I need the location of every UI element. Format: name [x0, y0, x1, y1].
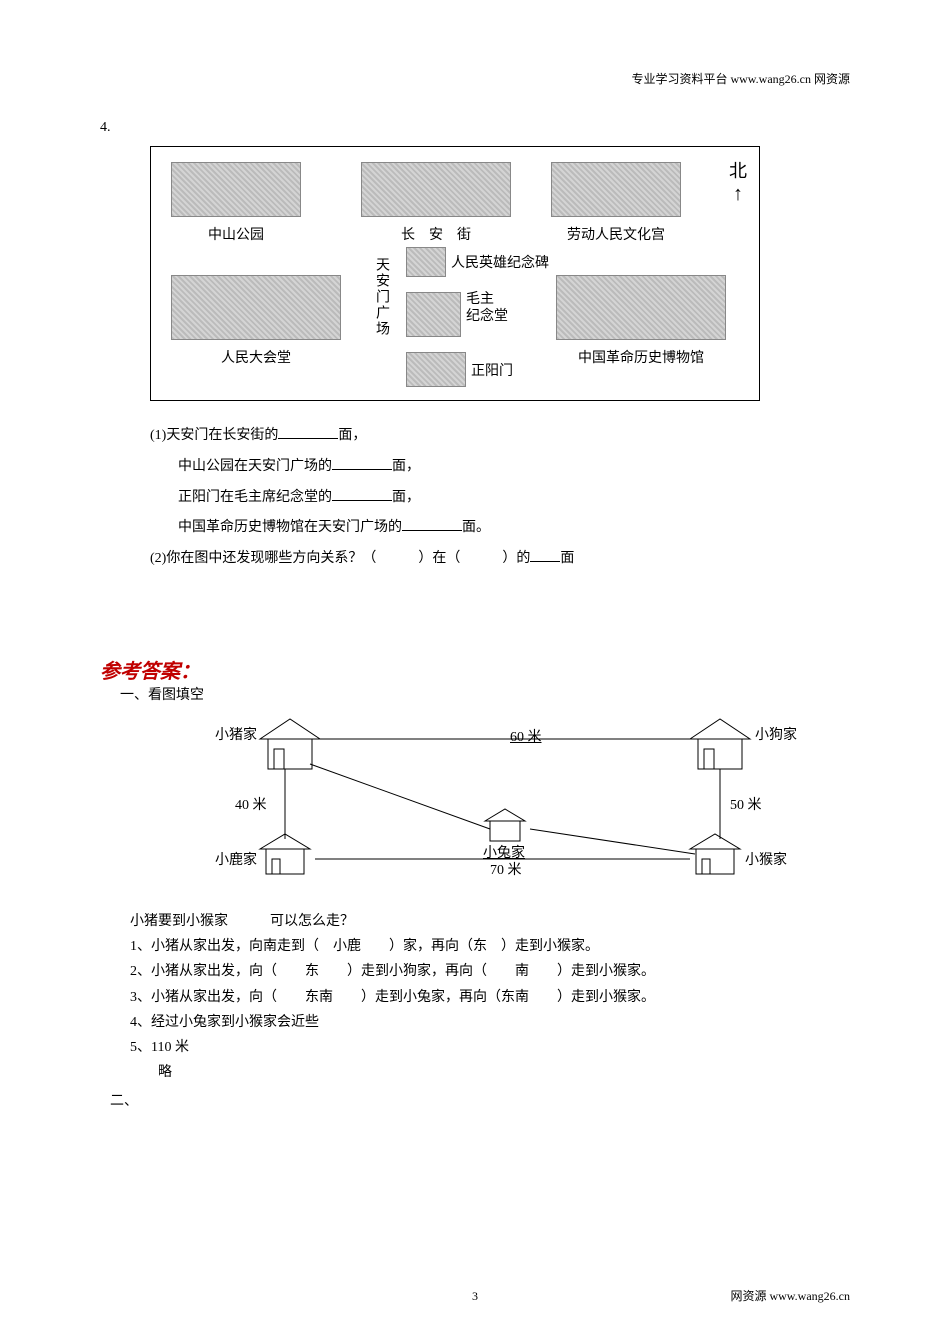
- q1-l4-suffix: 面。: [462, 520, 490, 535]
- footer: 3 网资源 www.wang26.cn: [100, 1289, 850, 1304]
- map-zhongshan: 中山公园: [171, 162, 301, 244]
- blank-field[interactable]: [278, 423, 338, 439]
- footer-source: 网资源 www.wang26.cn: [730, 1287, 850, 1304]
- photo-placeholder: [556, 275, 726, 340]
- map-renmindahui: 人民大会堂: [171, 275, 341, 367]
- label-renmindahui: 人民大会堂: [171, 347, 341, 367]
- label-zhongshan: 中山公园: [171, 224, 301, 244]
- map-tiananmen-vertical: 天安门广场: [371, 257, 391, 337]
- label-dog: 小狗家: [755, 724, 797, 744]
- answer-list: 小猪要到小猴家 可以怎么走？ 1、小猪从家出发，向南走到（ 小鹿 ）家，再向（东…: [130, 909, 850, 1085]
- blank-field[interactable]: [530, 546, 560, 562]
- label-yingxiong: 人民英雄纪念碑: [451, 252, 549, 272]
- answer-l2: 2、小猪从家出发，向（ 东 ）走到小狗家，再向（ 南 ）走到小猴家。: [130, 959, 850, 984]
- photo-placeholder: [171, 275, 341, 340]
- q1-line4: 中国革命历史博物馆在天安门广场的 面。: [150, 513, 850, 544]
- label-geming: 中国革命历史博物馆: [556, 347, 726, 367]
- photo-placeholder: [551, 162, 681, 217]
- photo-placeholder: [171, 162, 301, 217]
- q1-line1: (1)天安门在长安街的 面，: [150, 421, 850, 452]
- map-geming: 中国革命历史博物馆: [556, 275, 726, 367]
- answer-diagram: 小猪家 小狗家 小鹿家 小猴家 小兔家 60 米 40 米 50 米 70 米: [200, 714, 800, 904]
- q2-suffix: 面: [560, 551, 574, 566]
- label-laodong: 劳动人民文化宫: [551, 224, 681, 244]
- answer-l3: 3、小猪从家出发，向（ 东南 ）走到小兔家，再向（东南 ）走到小猴家。: [130, 985, 850, 1010]
- label-tiananmen: 天安门广场: [371, 257, 391, 337]
- answer-l4: 4、经过小兔家到小猴家会近些: [130, 1010, 850, 1035]
- answer-section1: 一、看图填空: [120, 684, 850, 704]
- label-pig: 小猪家: [215, 724, 257, 744]
- answer-section2: 二、: [110, 1090, 850, 1110]
- map-maozhuxi: 毛主 纪念堂: [406, 292, 508, 337]
- q1-l2-prefix: 中山公园在天安门广场的: [178, 459, 332, 474]
- content-area: 4. 北 ↑ 中山公园 长 安 街 劳动人民文化宫 人民大会堂 天安门广场: [100, 120, 850, 1110]
- q1-l4-prefix: 中国革命历史博物馆在天安门广场的: [178, 520, 402, 535]
- map-diagram: 北 ↑ 中山公园 长 安 街 劳动人民文化宫 人民大会堂 天安门广场: [150, 146, 760, 401]
- label-60m: 60 米: [510, 726, 542, 746]
- answer-l6: 略: [130, 1060, 850, 1085]
- label-zhengyang: 正阳门: [471, 360, 513, 380]
- header-source-text: 专业学习资料平台 www.wang26.cn 网资源: [631, 70, 850, 87]
- answer-l1: 1、小猪从家出发，向南走到（ 小鹿 ）家，再向（东 ）走到小猴家。: [130, 934, 850, 959]
- blank-field[interactable]: [402, 515, 462, 531]
- map-zhengyang: 正阳门: [406, 352, 513, 387]
- answer-prompt: 小猪要到小猴家 可以怎么走？: [130, 909, 850, 934]
- label-deer: 小鹿家: [215, 849, 257, 869]
- question-text-block: (1)天安门在长安街的面， 中山公园在天安门广场的面， 正阳门在毛主席纪念堂的面…: [150, 421, 850, 575]
- blank-field[interactable]: [332, 454, 392, 470]
- label-maozhuxi-1: 毛主: [466, 292, 508, 309]
- photo-placeholder: [406, 292, 461, 337]
- photo-placeholder: [406, 352, 466, 387]
- label-changan: 长 安 街: [361, 224, 511, 244]
- map-changan: 长 安 街: [361, 162, 511, 244]
- label-70m: 70 米: [490, 859, 522, 879]
- north-indicator: 北 ↑: [729, 157, 747, 206]
- photo-placeholder: [361, 162, 511, 217]
- q1-prefix: (1)天安门在长安街的: [150, 428, 278, 443]
- q1-suffix: 面，: [338, 428, 366, 443]
- map-laodong: 劳动人民文化宫: [551, 162, 681, 244]
- label-maozhuxi-2: 纪念堂: [466, 309, 508, 326]
- label-50m: 50 米: [730, 794, 762, 814]
- q2-prefix: (2)你在图中还发现哪些方向关系？（ ）在（ ）的: [150, 551, 530, 566]
- q2-line: (2)你在图中还发现哪些方向关系？（ ）在（ ）的 面: [150, 544, 850, 575]
- answer-title: 参考答案：: [100, 655, 850, 684]
- map-yingxiong: 人民英雄纪念碑: [406, 247, 549, 277]
- answer-l5: 5、110 米: [130, 1035, 850, 1060]
- q1-l2-suffix: 面，: [392, 459, 420, 474]
- q1-line2: 中山公园在天安门广场的 面，: [150, 452, 850, 483]
- north-label: 北: [729, 161, 747, 181]
- blank-field[interactable]: [332, 485, 392, 501]
- photo-placeholder: [406, 247, 446, 277]
- label-monkey: 小猴家: [745, 849, 787, 869]
- q1-line3: 正阳门在毛主席纪念堂的 面，: [150, 483, 850, 514]
- north-arrow-icon: ↑: [729, 183, 747, 206]
- label-40m: 40 米: [235, 794, 267, 814]
- question-number: 4.: [100, 120, 850, 136]
- q1-l3-suffix: 面，: [392, 490, 420, 505]
- q1-l3-prefix: 正阳门在毛主席纪念堂的: [178, 490, 332, 505]
